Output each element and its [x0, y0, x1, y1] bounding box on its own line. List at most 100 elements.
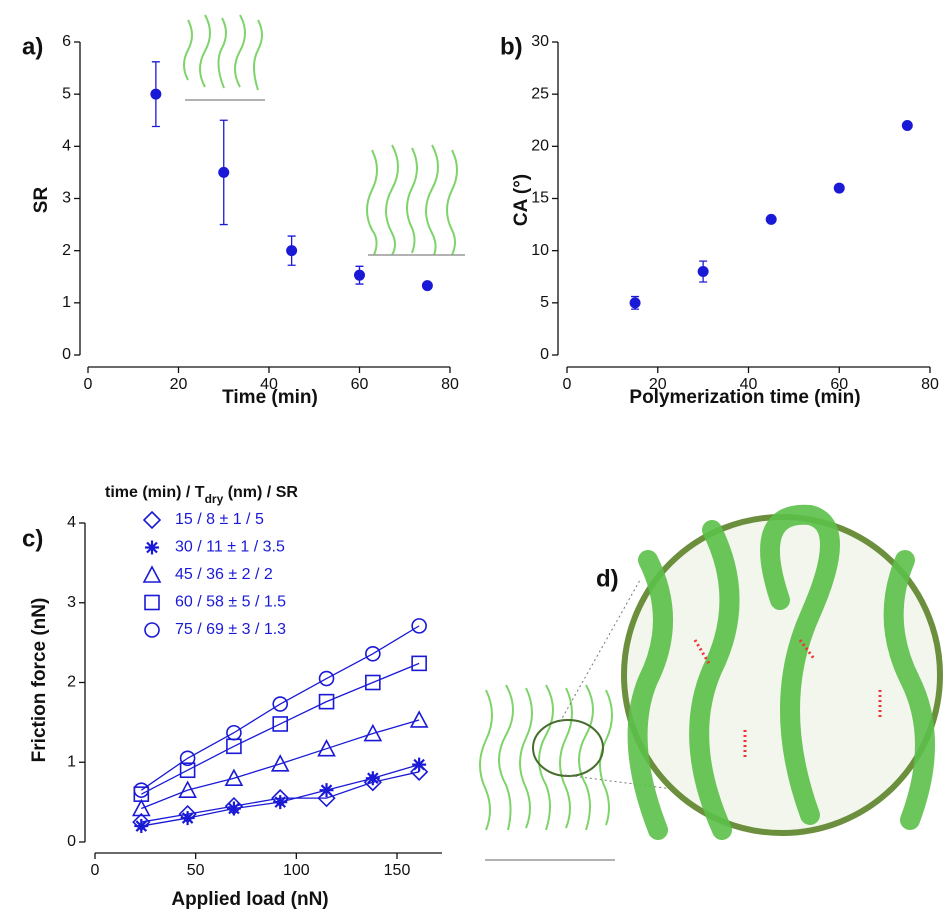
chart: c) Friction force (nN) Applied load (nN) 0 1… — [22, 484, 442, 910]
legend-title-part: time (min) / T — [105, 484, 205, 501]
y-tick-label: 6 — [62, 33, 71, 50]
marker — [365, 771, 380, 786]
y-tick-label: 5 — [540, 294, 549, 311]
marker — [224, 768, 244, 786]
marker — [363, 723, 383, 742]
marker — [133, 786, 150, 802]
marker — [318, 693, 335, 710]
marker — [178, 780, 197, 798]
y-tick-label: 4 — [62, 138, 71, 155]
marker — [411, 618, 427, 634]
marker — [409, 710, 429, 728]
marker — [412, 757, 427, 772]
panel-label: c) — [22, 525, 43, 552]
legend-label: 45 / 36 ± 2 / 2 — [175, 566, 273, 583]
marker — [142, 565, 162, 583]
chart: b) CA (°) Polymerization time (min) 0 5 10 15 2… — [500, 33, 939, 408]
y-axis-label: SR — [31, 187, 52, 214]
y-tick-label: 15 — [531, 190, 549, 207]
x-axis-label: Applied load (nN) — [171, 889, 328, 910]
x-tick-label: 40 — [740, 376, 758, 393]
y-tick-label: 10 — [531, 242, 549, 259]
x-tick-label: 0 — [84, 376, 93, 393]
series-line — [141, 719, 420, 810]
marker — [226, 801, 241, 816]
y-axis-label: Friction force (nN) — [29, 598, 50, 763]
legend-title-part: dry — [205, 492, 224, 506]
marker — [142, 510, 162, 530]
marker — [226, 724, 242, 741]
marker — [318, 670, 335, 687]
legend-title-part: (nm) / SR — [223, 484, 298, 501]
y-tick-label: 1 — [62, 294, 71, 311]
marker — [365, 674, 381, 691]
marker — [180, 811, 195, 826]
marker — [319, 783, 334, 798]
y-tick-label: 30 — [531, 33, 549, 50]
point — [421, 280, 433, 292]
x-tick-label: 150 — [384, 862, 411, 879]
x-tick-label: 80 — [921, 376, 939, 393]
panel-label: b) — [500, 33, 523, 60]
marker — [317, 789, 336, 808]
y-tick-label: 0 — [67, 833, 76, 850]
x-axis-label: Polymerization time (min) — [629, 387, 860, 408]
point — [629, 297, 641, 309]
series-line — [141, 662, 420, 795]
point — [697, 266, 709, 278]
y-tick-label: 3 — [62, 190, 71, 207]
x-tick-label: 80 — [441, 376, 459, 393]
y-tick-label: 1 — [67, 753, 76, 770]
x-tick-label: 0 — [91, 862, 100, 879]
x-tick-label: 20 — [170, 376, 188, 393]
marker — [179, 762, 196, 779]
marker — [145, 540, 159, 555]
surface — [185, 99, 615, 861]
legend-title: time (min) / Tdry (nm) / SR — [105, 484, 298, 506]
marker — [273, 795, 288, 810]
y-tick-label: 3 — [67, 594, 76, 611]
x-tick-label: 100 — [283, 862, 310, 879]
point — [150, 88, 162, 100]
marker — [365, 645, 381, 662]
marker — [134, 819, 149, 834]
marker — [179, 750, 196, 767]
point — [218, 166, 230, 178]
x-tick-label: 40 — [260, 376, 278, 393]
y-tick-label: 0 — [62, 346, 71, 363]
point — [286, 245, 298, 257]
marker — [131, 798, 151, 817]
x-axis-label: Time (min) — [222, 387, 318, 408]
marker — [133, 782, 150, 798]
marker — [144, 622, 160, 638]
x-tick-label: 20 — [649, 376, 667, 393]
x-tick-label: 60 — [351, 376, 369, 393]
marker — [272, 696, 289, 712]
x-tick-label: 0 — [563, 376, 572, 393]
marker — [144, 594, 160, 611]
legend-label: 75 / 69 ± 3 / 1.3 — [175, 621, 286, 638]
y-tick-label: 0 — [540, 346, 549, 363]
y-tick-label: 4 — [67, 514, 76, 531]
panel-label: a) — [22, 33, 43, 60]
x-tick-label: 50 — [187, 862, 205, 879]
marker — [270, 754, 290, 772]
y-tick-label: 20 — [531, 138, 549, 155]
point — [354, 269, 365, 281]
point — [901, 119, 913, 131]
point — [833, 182, 845, 194]
series-line — [140, 625, 420, 791]
legend-label: 60 / 58 ± 5 / 1.5 — [175, 594, 286, 611]
y-tick-label: 25 — [531, 85, 549, 102]
marker — [317, 738, 336, 757]
zoom-detail — [532, 504, 943, 840]
marker — [411, 655, 427, 672]
brush-inset — [183, 14, 613, 831]
legend-label: 15 / 8 ± 1 / 5 — [175, 511, 264, 528]
x-tick-label: 60 — [830, 376, 848, 393]
marker — [272, 716, 289, 732]
legend-label: 30 / 11 ± 1 / 3.5 — [175, 539, 285, 556]
